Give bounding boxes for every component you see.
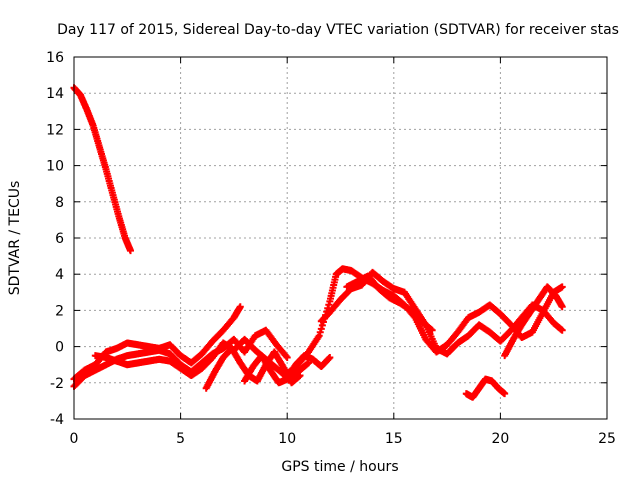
data-point (317, 325, 325, 333)
y-tick-label: 10 (46, 159, 64, 175)
y-axis-label: SDTVAR / TECUs (7, 181, 23, 296)
y-tick-label: -4 (50, 412, 64, 428)
x-tick-label: 20 (491, 431, 509, 447)
series-s6 (241, 352, 334, 387)
data-point (325, 301, 333, 309)
series-s1 (70, 84, 134, 255)
data-point (282, 352, 290, 360)
data-point (316, 328, 324, 336)
y-tick-label: 4 (55, 267, 64, 283)
series-s9 (343, 272, 436, 334)
x-tick-label: 5 (176, 431, 185, 447)
x-tick-label: 25 (598, 431, 616, 447)
x-tick-label: 10 (278, 431, 296, 447)
data-point (236, 303, 244, 311)
data-point (558, 326, 566, 334)
data-point (558, 283, 566, 291)
data-point (428, 326, 436, 334)
data-points (70, 84, 566, 401)
data-point (126, 247, 134, 255)
y-tick-label: 12 (46, 122, 64, 138)
series-s3 (70, 326, 291, 390)
data-point (558, 303, 566, 311)
y-tick-label: 14 (46, 86, 64, 102)
series-s11 (462, 375, 509, 401)
y-tick-label: 2 (55, 303, 64, 319)
plot-frame (73, 56, 608, 420)
chart-title: Day 117 of 2015, Sidereal Day-to-day VTE… (57, 22, 619, 38)
grid (74, 57, 607, 419)
x-tick-label: 0 (70, 431, 79, 447)
y-tick-label: 0 (55, 340, 64, 356)
y-tick-label: -2 (50, 376, 64, 392)
x-axis-label: GPS time / hours (281, 459, 398, 475)
data-point (296, 372, 304, 380)
tick-labels: 0 5 10 15 20 25 -4 -2 0 2 4 6 8 10 12 14 16 (46, 50, 616, 447)
data-point (326, 353, 334, 361)
series-s10 (501, 283, 566, 360)
y-tick-label: 16 (46, 50, 64, 66)
y-tick-label: 8 (55, 195, 64, 211)
data-point (501, 390, 509, 398)
data-point (283, 353, 291, 361)
data-point (315, 332, 323, 340)
x-tick-label: 15 (385, 431, 403, 447)
y-tick-label: 6 (55, 231, 64, 247)
